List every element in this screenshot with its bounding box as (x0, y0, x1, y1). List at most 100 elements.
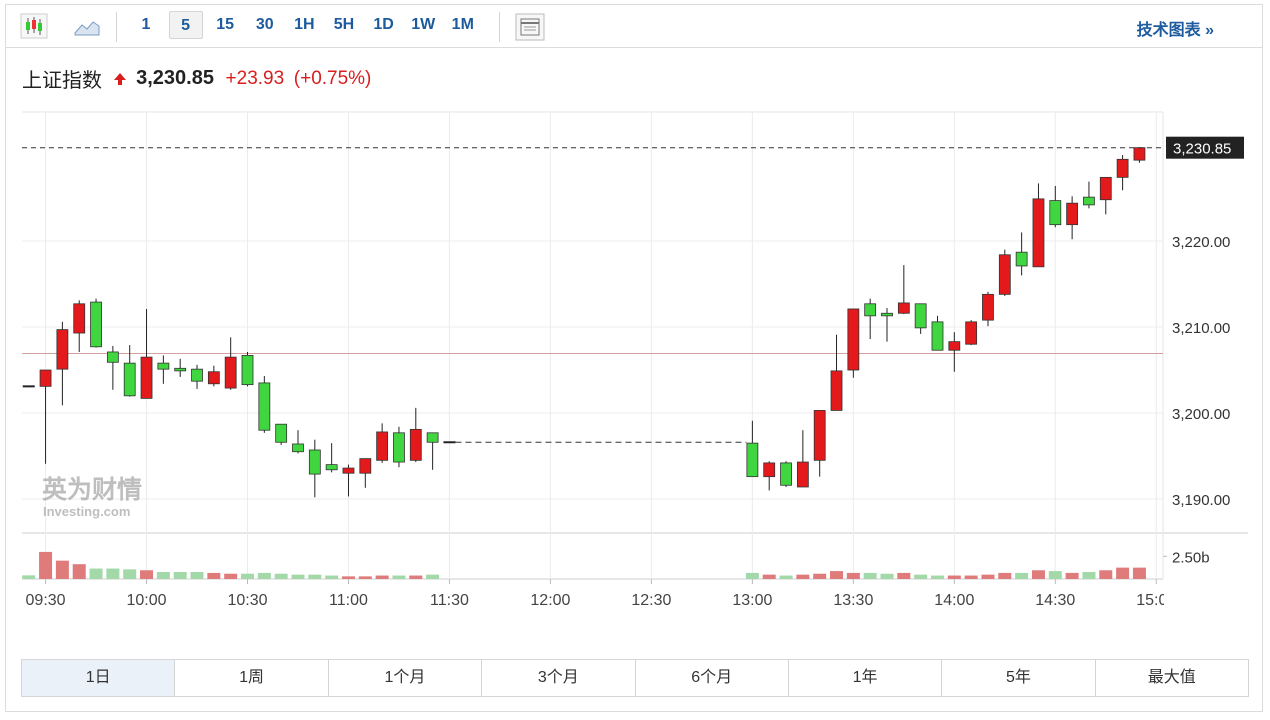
x-tick-label: 14:30 (1035, 592, 1075, 609)
volume-bar (981, 574, 995, 579)
interval-button[interactable]: 5H (333, 16, 355, 33)
volume-bar (409, 575, 423, 579)
x-tick-label: 11:00 (329, 592, 368, 609)
range-tab[interactable]: 1周 (174, 660, 327, 696)
interval-button[interactable]: 5 (168, 11, 203, 39)
y-tick-label: 3,210.00 (1172, 320, 1230, 337)
volume-bar (1031, 570, 1045, 579)
candle-body (106, 351, 119, 363)
volume-bar (325, 575, 339, 579)
candle-body (39, 369, 52, 387)
candle-body (140, 356, 153, 399)
volume-bar (190, 572, 204, 579)
change: +23.93 (225, 67, 285, 89)
candle-body (191, 368, 203, 382)
volume-bar (224, 573, 238, 579)
volume-bar (863, 572, 877, 579)
candle-body (881, 312, 893, 317)
candle-body (123, 362, 136, 397)
volume-bar (156, 572, 170, 579)
interval-button[interactable]: 15 (216, 16, 235, 33)
volume-bar (341, 576, 355, 579)
candle-body (275, 423, 288, 443)
volume-bar (257, 572, 271, 579)
range-tab[interactable]: 最大值 (1094, 660, 1248, 696)
candle-body (847, 308, 860, 371)
candle-body (982, 293, 994, 321)
technical-chart-link[interactable]: 技术图表 » (1136, 22, 1214, 39)
volume-bar (998, 572, 1012, 579)
candle-body (342, 467, 355, 474)
volume-bar (291, 574, 305, 579)
candle-body (948, 341, 961, 351)
volume-bar (375, 575, 389, 579)
candle-body (393, 432, 405, 463)
candle-body (780, 462, 792, 486)
range-tabs: 1日 1周 1个月 3个月 6个月 1年 5年 最大值 (21, 659, 1249, 697)
chart: 09:30 10:00 10:30 11:00 11:30 12:00 12:30 13:00… (22, 111, 1248, 609)
volume-bar (762, 574, 776, 579)
volume-bar (140, 570, 154, 579)
candle-body (359, 458, 372, 474)
interval-button[interactable]: 1H (294, 16, 315, 33)
candle-body (308, 449, 321, 475)
range-tab[interactable]: 3个月 (481, 660, 634, 696)
volume-bar (308, 574, 322, 579)
candle-body (897, 302, 910, 314)
volume-bar (1082, 572, 1096, 579)
interval-button[interactable]: 1M (451, 16, 474, 33)
x-tick-label: 13:30 (833, 592, 873, 609)
candle-body (174, 367, 187, 372)
last-price-badge (1166, 136, 1244, 159)
volume-bar (779, 575, 793, 579)
candle-icon[interactable] (20, 13, 48, 39)
volume-bar (392, 575, 406, 579)
x-tick-label: 12:00 (530, 592, 570, 609)
candle-body (241, 354, 254, 386)
candle-body (1032, 198, 1045, 268)
interval-button[interactable]: 30 (255, 16, 274, 33)
candle-body (1133, 147, 1146, 161)
volume-bar (947, 575, 961, 579)
candle-body (73, 303, 86, 334)
separator (499, 12, 500, 42)
x-tick-label: 10:00 (127, 592, 167, 609)
x-tick-label: 14:00 (934, 592, 974, 609)
candle-body (56, 329, 69, 370)
range-tab[interactable]: 1日 (22, 660, 175, 696)
x-tick-label: 09:30 (26, 592, 66, 609)
range-tab[interactable]: 1年 (787, 660, 941, 696)
candle-body (813, 410, 826, 461)
candle-body (376, 431, 389, 461)
volume-bar (22, 575, 36, 579)
line-icon[interactable] (74, 15, 100, 37)
range-tab[interactable]: 5年 (941, 660, 1094, 696)
candle-body (998, 254, 1011, 295)
x-tick-label: 10:30 (227, 592, 267, 609)
index-name: 上证指数 (22, 70, 102, 92)
range-tab[interactable]: 1个月 (327, 660, 481, 696)
interval-button[interactable]: 1D (373, 16, 394, 33)
candle-body (90, 301, 102, 348)
toolbar: 1 5 15 30 1H 5H 1D 1W 1M 技术图表 » (6, 5, 1262, 48)
candle-body (1066, 202, 1079, 226)
candle-body (207, 371, 220, 385)
y-tick-label: 3,190.00 (1172, 492, 1230, 509)
interval-button[interactable]: 1W (411, 16, 436, 33)
layout-icon[interactable] (515, 13, 545, 41)
price: 3,230.85 (136, 67, 214, 89)
volume-bar (846, 572, 860, 579)
candle-body (224, 356, 237, 389)
candle-body (914, 303, 927, 329)
volume-bar (173, 572, 187, 579)
volume-bar (930, 575, 944, 579)
candle-body (796, 461, 809, 488)
candle-body (746, 442, 759, 478)
candle-body (965, 321, 978, 345)
volume-bar (830, 571, 844, 579)
candle-body (292, 443, 304, 453)
candle-body (763, 462, 776, 478)
separator (116, 12, 117, 42)
range-tab[interactable]: 6个月 (634, 660, 788, 696)
interval-button[interactable]: 1 (141, 16, 151, 33)
